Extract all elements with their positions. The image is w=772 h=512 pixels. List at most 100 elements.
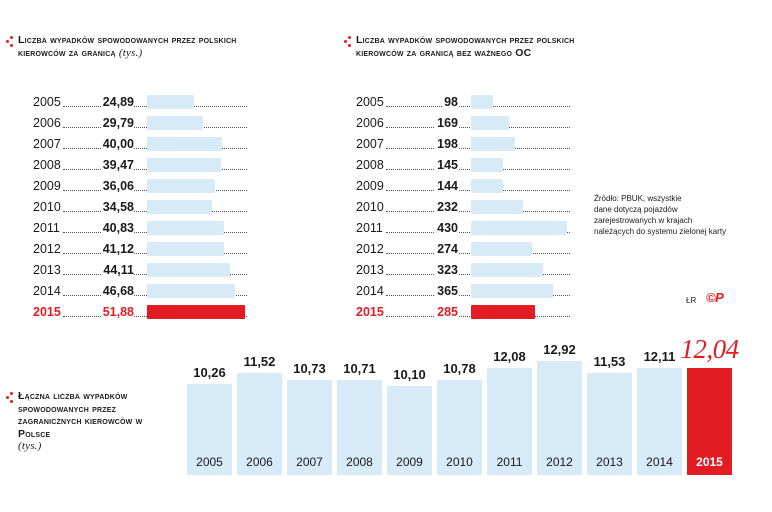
chart2-row: 2010 232 xyxy=(356,197,570,217)
chart2-bar xyxy=(471,137,515,151)
chart3-bar: 2011 xyxy=(487,368,532,475)
chart2-year-label: 2009 xyxy=(356,179,384,193)
chart1-bar xyxy=(147,137,222,151)
chart3-year-label: 2011 xyxy=(496,455,523,469)
publisher-logo: ©P xyxy=(706,290,724,305)
chart2-year-label: 2013 xyxy=(356,263,384,277)
chart1-row: 2009 36,06 xyxy=(33,176,247,196)
chart3-bar: 2006 xyxy=(237,373,282,475)
chart1-title-text: Liczba wypadków spowodowanych przez pols… xyxy=(18,34,237,59)
chart2-row: 2013 323 xyxy=(356,260,570,280)
chart2-bar xyxy=(471,200,523,214)
chart3-value-label: 11,53 xyxy=(593,354,626,369)
chart3-value-label: 10,10 xyxy=(393,367,426,382)
chart1-unit: (tys.) xyxy=(118,46,143,59)
chart2-value-label: 232 xyxy=(435,200,458,214)
author-credit: ŁR xyxy=(686,296,697,305)
chart3-year-label: 2007 xyxy=(296,455,323,469)
chart2-value-label: 145 xyxy=(435,158,458,172)
chart1-row: 2013 44,11 xyxy=(33,260,247,280)
chart3-year-label: 2008 xyxy=(346,455,373,469)
source-line-1: Źródło: PBUK, wszystkie xyxy=(594,194,682,203)
chart3-bar: 2009 xyxy=(387,386,432,475)
chart1-value-label: 34,58 xyxy=(100,200,134,214)
chart1-bar xyxy=(147,242,224,256)
chart1-row: 2015 51,88 xyxy=(33,302,247,322)
chart1-value-label: 40,83 xyxy=(100,221,134,235)
chart2-row: 2015 285 xyxy=(356,302,570,322)
chart2-title-text: Liczba wypadków spowodowanych przez pols… xyxy=(356,34,575,59)
chart3-value-label: 11,52 xyxy=(243,354,276,369)
chart1-value-label: 44,11 xyxy=(101,263,134,277)
chart1-value-label: 40,00 xyxy=(100,137,134,151)
chart2-value-label: 144 xyxy=(435,179,458,193)
chart1-value-label: 51,88 xyxy=(100,305,134,319)
chart1-row: 2005 24,89 xyxy=(33,92,247,112)
chart3-year-label: 2005 xyxy=(196,455,223,469)
chart2-row: 2011 430 xyxy=(356,218,570,238)
chart3-value-label: 12,11 xyxy=(643,349,676,364)
chart1-year-label: 2005 xyxy=(33,95,61,109)
chart1-bar xyxy=(147,95,194,109)
chart2-row: 2007 198 xyxy=(356,134,570,154)
chart1-row: 2006 29,79 xyxy=(33,113,247,133)
chart2-value-label: 98 xyxy=(442,95,458,109)
title-marker-icon xyxy=(6,36,16,48)
chart2-bar xyxy=(471,242,532,256)
chart1-year-label: 2009 xyxy=(33,179,61,193)
chart3-value-label: 10,71 xyxy=(343,361,376,376)
chart3-value-label: 12,04 xyxy=(680,334,739,364)
chart3-year-label: 2009 xyxy=(396,455,423,469)
chart1-bar xyxy=(147,200,212,214)
chart2-bar xyxy=(471,179,503,193)
chart3-bar: 2008 xyxy=(337,380,382,475)
chart1-row: 2010 34,58 xyxy=(33,197,247,217)
chart3-year-label: 2010 xyxy=(446,455,473,469)
chart1-year-label: 2007 xyxy=(33,137,61,151)
chart2-bar xyxy=(471,95,493,109)
chart3-year-label: 2012 xyxy=(546,455,573,469)
chart1-bar xyxy=(147,179,215,193)
chart1-year-label: 2014 xyxy=(33,284,61,298)
source-line-3: zarejestrowanych w krajach xyxy=(594,216,693,225)
chart3-bar: 2010 xyxy=(437,380,482,475)
chart1-bar xyxy=(147,305,245,319)
chart2-value-label: 430 xyxy=(435,221,458,235)
chart2-year-label: 2014 xyxy=(356,284,384,298)
chart3-value-label: 10,78 xyxy=(443,361,476,376)
chart3-bar: 2005 xyxy=(187,384,232,475)
chart2-row: 2012 274 xyxy=(356,239,570,259)
chart2-bar xyxy=(471,116,509,130)
chart1-value-label: 39,47 xyxy=(100,158,134,172)
chart1-year-label: 2011 xyxy=(33,221,60,235)
chart3-bar: 2007 xyxy=(287,380,332,475)
chart1-value-label: 24,89 xyxy=(100,95,134,109)
chart3-title: Łączna liczba wypadków spowodowanych prz… xyxy=(18,390,168,453)
chart1-bar xyxy=(147,221,224,235)
chart1-value-label: 46,68 xyxy=(100,284,134,298)
chart2-bar xyxy=(471,221,567,235)
chart2-year-label: 2015 xyxy=(356,305,384,319)
chart2-bar xyxy=(471,158,503,172)
chart2-value-label: 323 xyxy=(435,263,458,277)
chart2-year-label: 2012 xyxy=(356,242,384,256)
chart3-value-label: 10,26 xyxy=(193,365,226,380)
chart3-title-text: Łączna liczba wypadków spowodowanych prz… xyxy=(18,390,143,440)
chart2-value-label: 198 xyxy=(435,137,458,151)
title-marker-icon xyxy=(344,36,354,48)
chart1-value-label: 41,12 xyxy=(100,242,134,256)
chart2-bar xyxy=(471,305,535,319)
chart3-value-label: 12,08 xyxy=(493,349,526,364)
chart1-title: Liczba wypadków spowodowanych przez pols… xyxy=(18,34,278,59)
chart3-value-label: 12,92 xyxy=(543,342,576,357)
chart1-bar xyxy=(147,116,203,130)
chart2-year-label: 2005 xyxy=(356,95,384,109)
chart1-bar xyxy=(147,263,230,277)
chart3-year-label: 2006 xyxy=(246,455,273,469)
title-marker-icon xyxy=(6,392,16,404)
chart1-row: 2014 46,68 xyxy=(33,281,247,301)
chart1-year-label: 2010 xyxy=(33,200,61,214)
chart1-value-label: 36,06 xyxy=(100,179,134,193)
chart2-row: 2005 98 xyxy=(356,92,570,112)
chart2-bar xyxy=(471,263,543,277)
